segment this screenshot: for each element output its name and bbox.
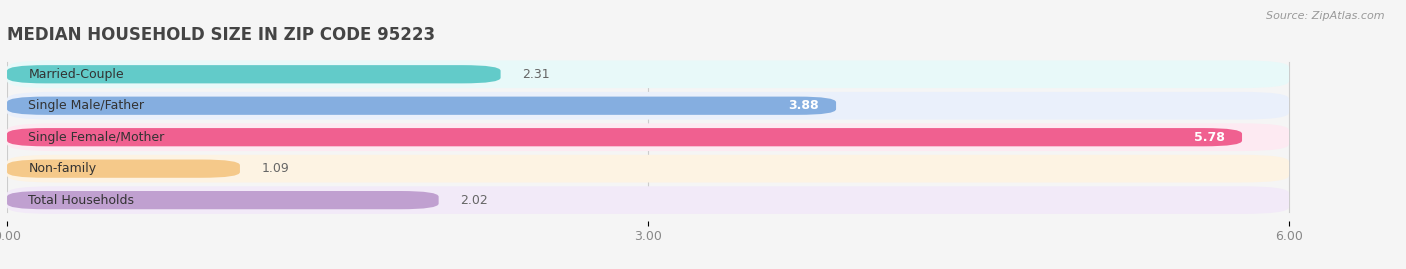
Text: 5.78: 5.78 [1194, 131, 1225, 144]
Text: Non-family: Non-family [28, 162, 97, 175]
FancyBboxPatch shape [7, 92, 1289, 119]
Text: Total Households: Total Households [28, 194, 135, 207]
Text: 2.31: 2.31 [522, 68, 550, 81]
FancyBboxPatch shape [7, 160, 240, 178]
FancyBboxPatch shape [7, 191, 439, 209]
Text: 3.88: 3.88 [789, 99, 818, 112]
Text: Source: ZipAtlas.com: Source: ZipAtlas.com [1267, 11, 1385, 21]
Text: 1.09: 1.09 [262, 162, 290, 175]
FancyBboxPatch shape [7, 155, 1289, 182]
FancyBboxPatch shape [7, 186, 1289, 214]
Text: Single Male/Father: Single Male/Father [28, 99, 145, 112]
Text: MEDIAN HOUSEHOLD SIZE IN ZIP CODE 95223: MEDIAN HOUSEHOLD SIZE IN ZIP CODE 95223 [7, 26, 434, 44]
FancyBboxPatch shape [7, 61, 1289, 88]
Text: Married-Couple: Married-Couple [28, 68, 124, 81]
FancyBboxPatch shape [7, 97, 837, 115]
FancyBboxPatch shape [7, 65, 501, 83]
FancyBboxPatch shape [7, 128, 1241, 146]
Text: Single Female/Mother: Single Female/Mother [28, 131, 165, 144]
FancyBboxPatch shape [7, 123, 1289, 151]
Text: 2.02: 2.02 [460, 194, 488, 207]
